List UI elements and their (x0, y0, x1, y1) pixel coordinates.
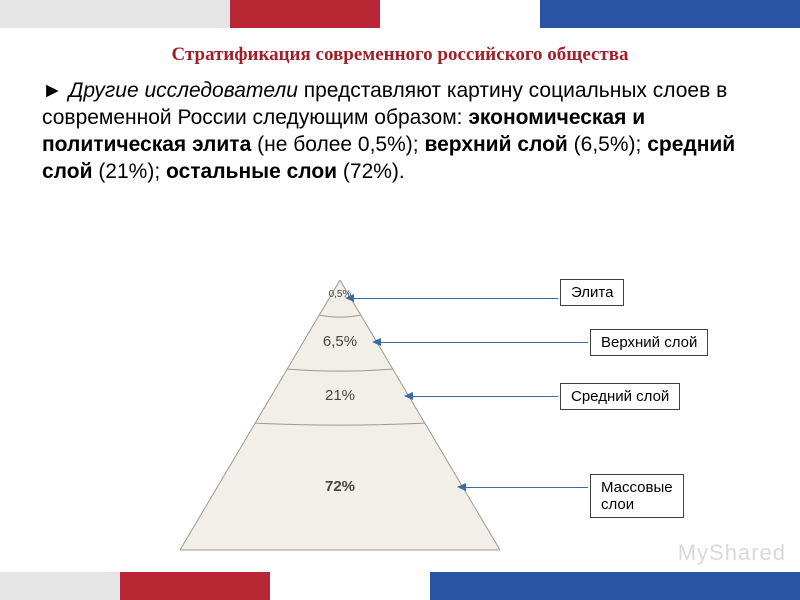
bar-segment (230, 0, 380, 28)
arrow-head-icon (345, 294, 354, 302)
bar-segment (270, 572, 430, 600)
p5: (72%). (337, 160, 405, 183)
pyramid-layer-label: Массовыеслои (590, 474, 684, 519)
marker: ► (42, 79, 63, 102)
pyramid-chart: 0,5%6,5%21%72% (180, 280, 500, 560)
arrow-line (354, 298, 558, 299)
bar-segment (0, 0, 230, 28)
pyramid-svg (180, 280, 500, 560)
pyramid-layer-label: Средний слой (560, 383, 680, 410)
body-paragraph: ► Другие исследователи представляют карт… (42, 78, 762, 186)
pyramid-layer-label: Верхний слой (590, 329, 708, 356)
p2: (не более 0,5%); (251, 133, 424, 156)
p3: (6,5%); (568, 133, 647, 156)
page-title: Стратификация современного российского о… (0, 44, 800, 66)
pyramid-layer-label: Элита (560, 279, 624, 306)
bar-segment (430, 572, 800, 600)
bar-segment (0, 572, 120, 600)
bar-segment (120, 572, 270, 600)
lead: Другие исследователи (69, 79, 298, 102)
s2: верхний слой (424, 133, 567, 156)
watermark: MyShared (678, 540, 786, 566)
arrow-line (413, 396, 558, 397)
pyramid-pct-label: 72% (180, 478, 500, 495)
arrow-head-icon (372, 338, 381, 346)
arrow-head-icon (457, 483, 466, 491)
p4: (21%); (92, 160, 166, 183)
arrow-line (466, 487, 588, 488)
bar-segment (540, 0, 800, 28)
arrow-line (381, 342, 588, 343)
bar-segment (380, 0, 540, 28)
arrow-head-icon (404, 392, 413, 400)
bottom-color-bar (0, 572, 800, 600)
top-color-bar (0, 0, 800, 28)
s4: остальные слои (166, 160, 337, 183)
